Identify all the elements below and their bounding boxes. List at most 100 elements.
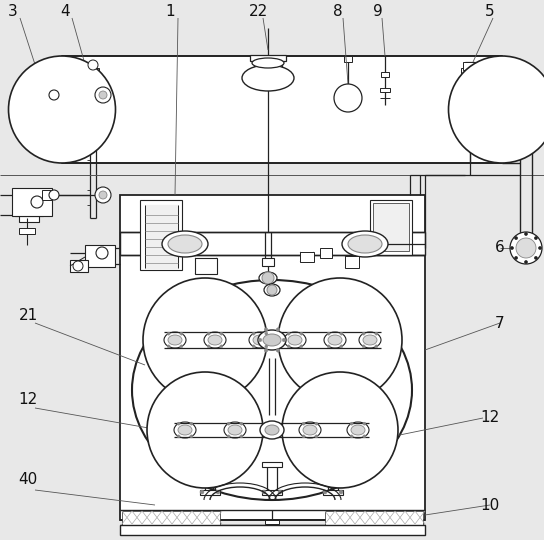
Circle shape bbox=[265, 332, 268, 335]
Bar bbox=[70, 260, 88, 272]
Circle shape bbox=[31, 196, 43, 208]
Ellipse shape bbox=[448, 56, 544, 163]
Circle shape bbox=[147, 372, 263, 488]
Bar bbox=[120, 525, 425, 535]
Circle shape bbox=[49, 90, 59, 100]
Ellipse shape bbox=[259, 272, 277, 284]
Circle shape bbox=[334, 84, 362, 112]
Bar bbox=[200, 490, 220, 495]
Circle shape bbox=[207, 332, 210, 335]
Bar bbox=[15, 208, 43, 216]
Circle shape bbox=[227, 435, 230, 438]
Circle shape bbox=[323, 490, 327, 494]
Circle shape bbox=[524, 260, 528, 264]
Circle shape bbox=[252, 332, 255, 335]
Circle shape bbox=[340, 345, 343, 348]
Ellipse shape bbox=[164, 332, 186, 348]
Ellipse shape bbox=[324, 332, 346, 348]
Circle shape bbox=[534, 237, 537, 240]
Ellipse shape bbox=[264, 284, 280, 296]
Circle shape bbox=[302, 435, 305, 438]
Ellipse shape bbox=[208, 335, 222, 345]
Ellipse shape bbox=[284, 332, 306, 348]
Ellipse shape bbox=[288, 335, 302, 345]
Text: 3: 3 bbox=[8, 4, 18, 19]
Ellipse shape bbox=[204, 332, 226, 348]
Text: 9: 9 bbox=[373, 4, 383, 19]
Ellipse shape bbox=[132, 280, 412, 500]
Bar bbox=[19, 200, 39, 222]
Ellipse shape bbox=[228, 425, 242, 435]
Circle shape bbox=[362, 332, 365, 335]
Ellipse shape bbox=[342, 231, 388, 257]
Circle shape bbox=[190, 422, 193, 425]
Bar bbox=[19, 228, 35, 234]
Bar bbox=[85, 245, 115, 267]
Bar bbox=[345, 256, 359, 268]
Circle shape bbox=[534, 256, 537, 259]
Text: 22: 22 bbox=[249, 4, 268, 19]
Circle shape bbox=[339, 490, 343, 494]
Bar bbox=[122, 511, 220, 525]
Ellipse shape bbox=[178, 425, 192, 435]
Circle shape bbox=[350, 422, 353, 425]
Bar bbox=[465, 62, 475, 107]
Ellipse shape bbox=[359, 332, 381, 348]
Circle shape bbox=[287, 332, 290, 335]
Circle shape bbox=[282, 372, 398, 488]
Circle shape bbox=[276, 349, 280, 352]
Bar bbox=[120, 232, 425, 255]
Circle shape bbox=[539, 246, 541, 249]
Bar bbox=[370, 200, 412, 255]
Bar bbox=[250, 55, 286, 61]
Text: 1: 1 bbox=[165, 4, 175, 19]
Bar bbox=[325, 511, 423, 525]
Circle shape bbox=[300, 345, 303, 348]
Ellipse shape bbox=[249, 332, 271, 348]
Circle shape bbox=[516, 238, 536, 258]
Circle shape bbox=[96, 247, 108, 259]
Ellipse shape bbox=[9, 56, 115, 163]
Circle shape bbox=[267, 285, 277, 295]
Ellipse shape bbox=[224, 422, 246, 438]
Ellipse shape bbox=[174, 422, 196, 438]
Circle shape bbox=[99, 91, 107, 99]
Circle shape bbox=[340, 332, 343, 335]
Circle shape bbox=[265, 345, 268, 348]
Circle shape bbox=[362, 345, 365, 348]
Circle shape bbox=[315, 435, 318, 438]
Circle shape bbox=[240, 435, 243, 438]
Bar bbox=[120, 195, 425, 520]
Bar bbox=[254, 61, 282, 67]
Circle shape bbox=[180, 332, 183, 335]
Polygon shape bbox=[145, 205, 178, 268]
Circle shape bbox=[73, 261, 83, 271]
Circle shape bbox=[276, 328, 280, 332]
Circle shape bbox=[363, 422, 366, 425]
Circle shape bbox=[220, 345, 223, 348]
Circle shape bbox=[216, 490, 220, 494]
Bar bbox=[381, 72, 389, 77]
Bar bbox=[140, 200, 182, 270]
Ellipse shape bbox=[168, 335, 182, 345]
Circle shape bbox=[350, 435, 353, 438]
Bar bbox=[12, 188, 52, 216]
Ellipse shape bbox=[351, 425, 365, 435]
Circle shape bbox=[327, 345, 330, 348]
Ellipse shape bbox=[253, 335, 267, 345]
Bar bbox=[323, 462, 343, 467]
Circle shape bbox=[375, 332, 378, 335]
Bar bbox=[42, 190, 52, 200]
Circle shape bbox=[167, 332, 170, 335]
Circle shape bbox=[315, 422, 318, 425]
Ellipse shape bbox=[348, 235, 382, 253]
Text: 10: 10 bbox=[480, 497, 499, 512]
Circle shape bbox=[278, 490, 282, 494]
Circle shape bbox=[278, 278, 402, 402]
Ellipse shape bbox=[252, 58, 284, 68]
Bar bbox=[265, 520, 279, 524]
Text: 40: 40 bbox=[18, 472, 38, 488]
Text: 12: 12 bbox=[18, 393, 38, 408]
Bar bbox=[323, 490, 343, 495]
Circle shape bbox=[327, 332, 330, 335]
